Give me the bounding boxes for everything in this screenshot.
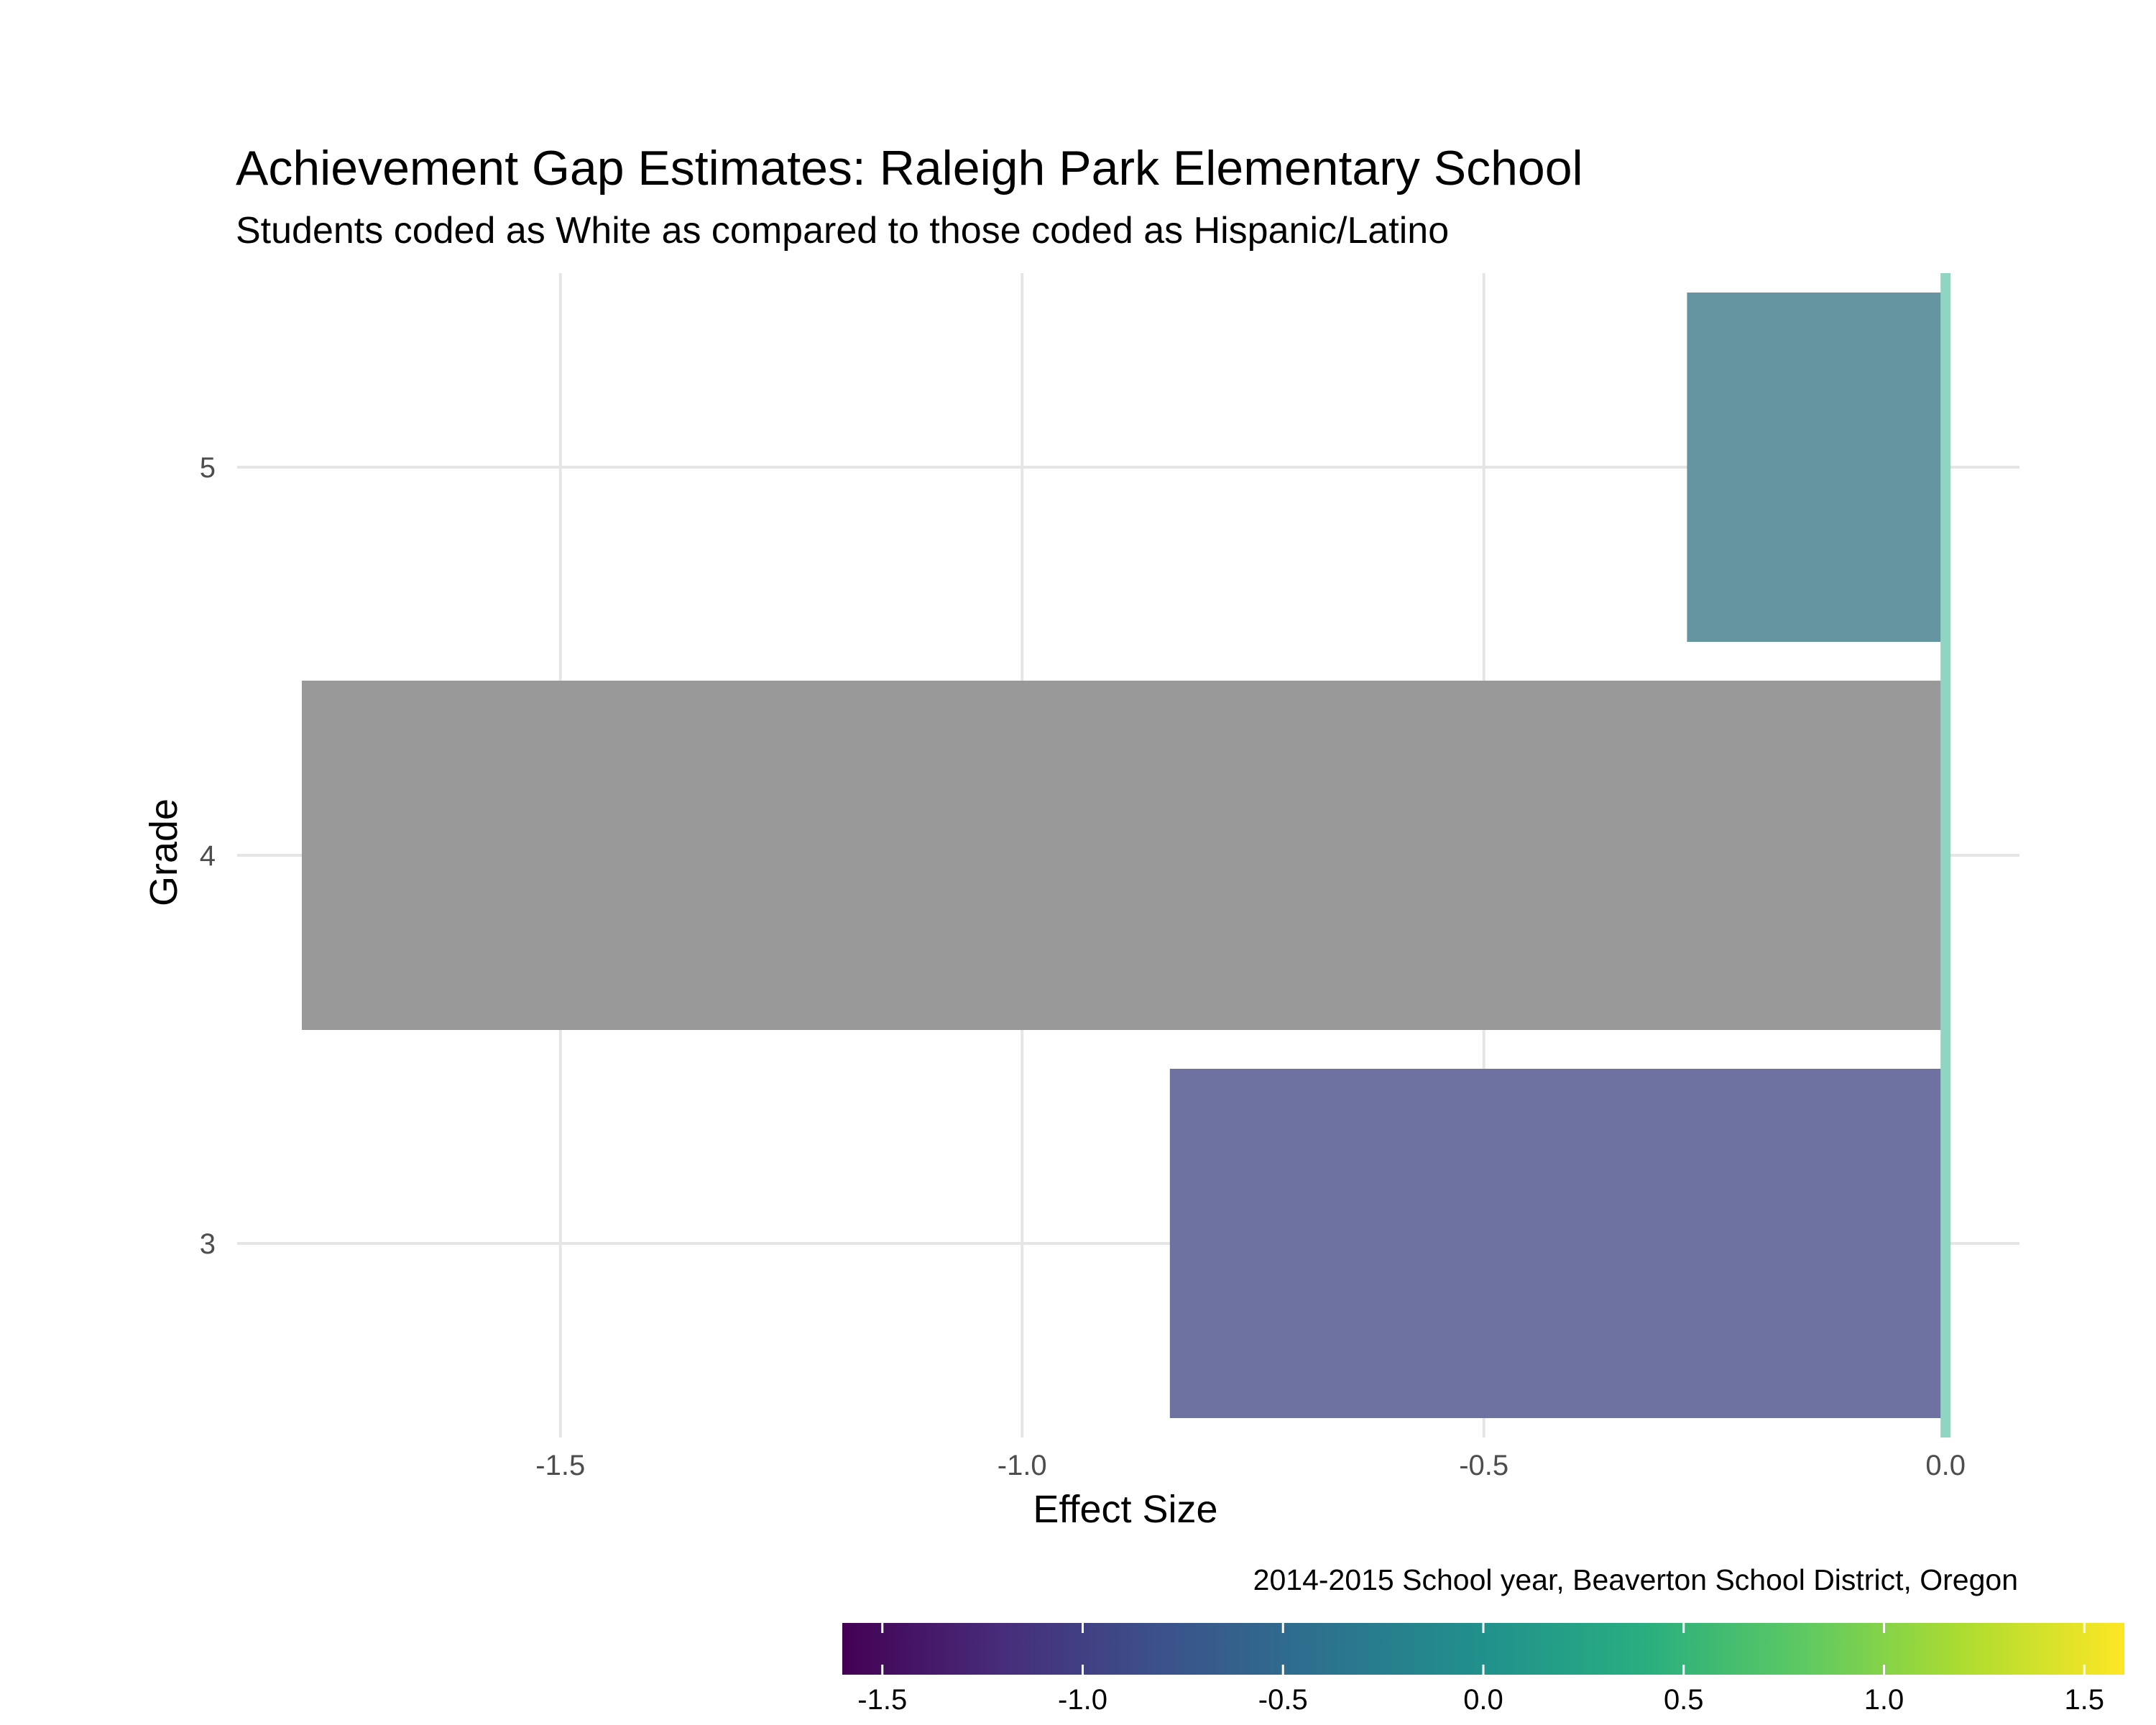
y-tick-label: 3 — [200, 1228, 216, 1260]
colorbar-tick-label: 0.0 — [1463, 1684, 1503, 1716]
y-tick-label: 5 — [200, 452, 216, 484]
bar-grade-4 — [301, 681, 1946, 1030]
x-tick-label: -1.5 — [535, 1450, 585, 1481]
bars — [301, 293, 1946, 1418]
chart-title: Achievement Gap Estimates: Raleigh Park … — [236, 141, 1583, 196]
x-axis-title: Effect Size — [1033, 1488, 1217, 1531]
x-tick-label: -1.0 — [998, 1450, 1047, 1481]
colorbar-tick-label: -1.0 — [1058, 1684, 1107, 1716]
x-tick-label: -0.5 — [1459, 1450, 1508, 1481]
colorbar-tick-label: 1.0 — [1864, 1684, 1904, 1716]
chart-subtitle: Students coded as White as compared to t… — [236, 210, 1449, 252]
x-tick-label: 0.0 — [1925, 1450, 1966, 1481]
bar-grade-3 — [1169, 1069, 1946, 1418]
chart-caption: 2014-2015 School year, Beaverton School … — [1253, 1563, 2018, 1596]
bar-grade-5 — [1687, 293, 1946, 642]
colorbar-tick-label: 1.5 — [2064, 1684, 2104, 1716]
colorbar-tick-label: -0.5 — [1258, 1684, 1308, 1716]
y-axis-title: Grade — [142, 799, 185, 906]
y-tick-label: 4 — [200, 840, 216, 872]
colorbar-tick-label: -1.5 — [857, 1684, 907, 1716]
colorbar-tick-label: 0.5 — [1664, 1684, 1704, 1716]
colorbar-ticks: -1.5 -1.0 -0.5 0.0 0.5 1.0 1.5 — [857, 1623, 2104, 1716]
plot-panel — [237, 273, 2019, 1438]
x-axis: -1.5 -1.0 -0.5 0.0 — [535, 1450, 1966, 1481]
y-axis: 3 4 5 — [200, 452, 216, 1260]
colorbar-legend: -1.5 -1.0 -0.5 0.0 0.5 1.0 1.5 — [842, 1623, 2124, 1716]
